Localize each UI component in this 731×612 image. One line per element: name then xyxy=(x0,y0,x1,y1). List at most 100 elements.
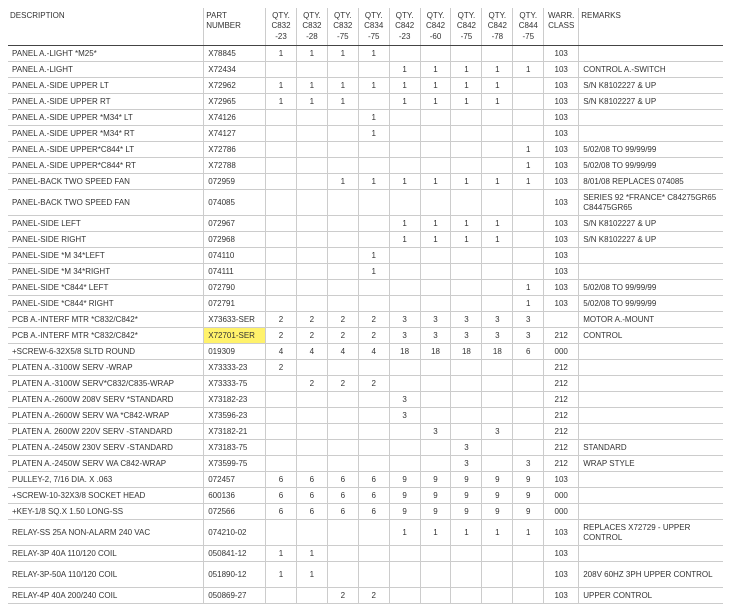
cell-description: PANEL A.-SIDE UPPER RT xyxy=(8,94,204,110)
cell-qty-1: 1 xyxy=(266,562,297,588)
table-row: RELAY-SS 25A NON-ALARM 240 VAC074210-021… xyxy=(8,520,723,546)
table-row: PANEL-SIDE *C844* LEFT07279011035/02/08 … xyxy=(8,280,723,296)
cell-qty-1 xyxy=(266,248,297,264)
cell-remarks xyxy=(579,504,723,520)
col-header-warr: WARR.CLASS xyxy=(544,8,579,46)
cell-qty-1 xyxy=(266,174,297,190)
cell-qty-2: 6 xyxy=(296,472,327,488)
cell-qty-3 xyxy=(327,190,358,216)
cell-part-number: 074110 xyxy=(204,248,266,264)
cell-qty-9 xyxy=(513,424,544,440)
cell-remarks: S/N K8102227 & UP xyxy=(579,78,723,94)
cell-qty-1: 6 xyxy=(266,488,297,504)
table-row: RELAY-3P 40A 110/120 COIL050841-1211103 xyxy=(8,546,723,562)
cell-qty-1 xyxy=(266,440,297,456)
cell-qty-8 xyxy=(482,158,513,174)
cell-qty-6: 3 xyxy=(420,328,451,344)
cell-qty-5 xyxy=(389,296,420,312)
col-header-desc: DESCRIPTION xyxy=(8,8,204,46)
table-row: PLATEN A.-2600W SERV WA *C842-WRAPX73596… xyxy=(8,408,723,424)
cell-qty-9 xyxy=(513,78,544,94)
cell-qty-1 xyxy=(266,296,297,312)
cell-qty-2 xyxy=(296,62,327,78)
cell-qty-8: 3 xyxy=(482,328,513,344)
cell-description: PANEL-SIDE RIGHT xyxy=(8,232,204,248)
cell-qty-3 xyxy=(327,440,358,456)
col-header-q1: QTY.C832-23 xyxy=(266,8,297,46)
cell-warr-class: 103 xyxy=(544,264,579,280)
cell-part-number: X73599-75 xyxy=(204,456,266,472)
cell-qty-6 xyxy=(420,248,451,264)
cell-part-number: 072566 xyxy=(204,504,266,520)
cell-qty-6: 1 xyxy=(420,62,451,78)
cell-remarks xyxy=(579,126,723,142)
cell-qty-6 xyxy=(420,440,451,456)
cell-description: PANEL-SIDE *M 34*LEFT xyxy=(8,248,204,264)
cell-description: PANEL A.-LIGHT xyxy=(8,62,204,78)
cell-qty-6 xyxy=(420,280,451,296)
cell-qty-2 xyxy=(296,110,327,126)
cell-qty-8 xyxy=(482,588,513,604)
cell-qty-5 xyxy=(389,440,420,456)
cell-qty-6: 1 xyxy=(420,232,451,248)
cell-remarks: S/N K8102227 & UP xyxy=(579,94,723,110)
cell-qty-1 xyxy=(266,376,297,392)
cell-part-number: X73333-23 xyxy=(204,360,266,376)
table-row: PLATEN A.-2600W 208V SERV *STANDARDX7318… xyxy=(8,392,723,408)
cell-warr-class xyxy=(544,312,579,328)
cell-warr-class: 000 xyxy=(544,488,579,504)
cell-qty-1 xyxy=(266,280,297,296)
cell-qty-3 xyxy=(327,562,358,588)
cell-qty-5 xyxy=(389,190,420,216)
cell-qty-4: 1 xyxy=(358,78,389,94)
cell-qty-8 xyxy=(482,46,513,62)
cell-qty-4 xyxy=(358,280,389,296)
cell-qty-1 xyxy=(266,142,297,158)
cell-part-number: X73596-23 xyxy=(204,408,266,424)
cell-qty-6 xyxy=(420,360,451,376)
cell-warr-class: 103 xyxy=(544,158,579,174)
cell-qty-7 xyxy=(451,248,482,264)
table-row: PANEL A.-SIDE UPPER RTX729651111111103S/… xyxy=(8,94,723,110)
cell-qty-2: 2 xyxy=(296,376,327,392)
cell-qty-3 xyxy=(327,232,358,248)
cell-qty-5 xyxy=(389,248,420,264)
cell-qty-8 xyxy=(482,126,513,142)
table-row: PLATEN A.-3100W SERV -WRAPX73333-232212 xyxy=(8,360,723,376)
cell-qty-4 xyxy=(358,360,389,376)
cell-qty-8: 18 xyxy=(482,344,513,360)
cell-qty-5 xyxy=(389,264,420,280)
cell-qty-9 xyxy=(513,248,544,264)
cell-qty-2: 1 xyxy=(296,78,327,94)
cell-qty-3 xyxy=(327,424,358,440)
cell-qty-5 xyxy=(389,126,420,142)
cell-qty-6: 3 xyxy=(420,424,451,440)
cell-part-number: 072959 xyxy=(204,174,266,190)
cell-qty-2: 2 xyxy=(296,328,327,344)
cell-qty-2 xyxy=(296,296,327,312)
cell-description: PANEL-SIDE *C844* RIGHT xyxy=(8,296,204,312)
cell-qty-8 xyxy=(482,546,513,562)
table-row: PANEL A.-SIDE UPPER*C844* RTX7278811035/… xyxy=(8,158,723,174)
cell-warr-class: 103 xyxy=(544,562,579,588)
cell-qty-6: 1 xyxy=(420,174,451,190)
table-row: RELAY-4P 40A 200/240 COIL050869-2722103U… xyxy=(8,588,723,604)
cell-qty-1 xyxy=(266,588,297,604)
cell-qty-5: 1 xyxy=(389,62,420,78)
cell-qty-6 xyxy=(420,376,451,392)
cell-description: PLATEN A.-2600W 208V SERV *STANDARD xyxy=(8,392,204,408)
cell-warr-class: 103 xyxy=(544,94,579,110)
cell-qty-1: 2 xyxy=(266,328,297,344)
cell-qty-2 xyxy=(296,232,327,248)
cell-remarks: MOTOR A.-MOUNT xyxy=(579,312,723,328)
cell-remarks: S/N K8102227 & UP xyxy=(579,216,723,232)
cell-remarks xyxy=(579,488,723,504)
cell-qty-7: 3 xyxy=(451,440,482,456)
cell-qty-5 xyxy=(389,424,420,440)
cell-part-number: X73183-75 xyxy=(204,440,266,456)
cell-qty-5: 3 xyxy=(389,312,420,328)
table-body: PANEL A.-LIGHT *M25*X788451111103PANEL A… xyxy=(8,46,723,604)
cell-qty-2 xyxy=(296,360,327,376)
cell-qty-3 xyxy=(327,408,358,424)
cell-part-number: X72786 xyxy=(204,142,266,158)
